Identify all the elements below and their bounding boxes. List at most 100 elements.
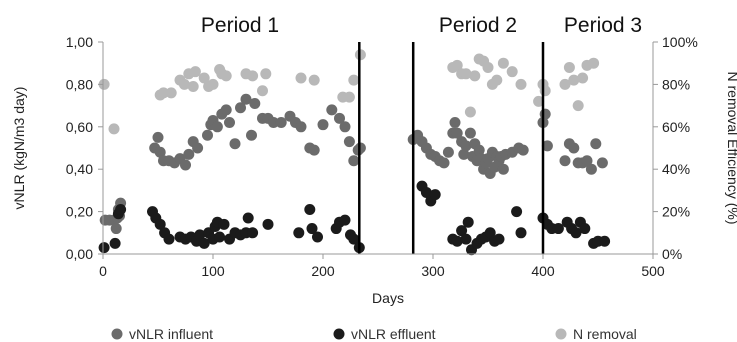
y-left-axis-title: vNLR (kgN/m3 day) [11,87,27,210]
influent-point [451,127,463,139]
data-points [98,49,611,256]
axes: 0,00 0,20 0,40 0,60 0,80 1,00 0% 20% 40% 60% 80% 10… [66,34,698,279]
effluent-point [247,227,259,239]
effluent-point [214,231,226,243]
removal-point [559,78,571,90]
influent-point [275,117,287,129]
influent-point [317,119,329,131]
removal-point [207,78,219,90]
influent-point [211,121,223,133]
effluent-point [163,233,175,245]
removal-point [187,81,199,93]
removal-point [533,95,545,107]
removal-point [577,72,589,84]
effluent-point [484,227,496,239]
influent-point [246,129,257,141]
effluent-point [198,237,210,249]
effluent-point [98,242,110,254]
removal-point [178,78,190,90]
x-tick-label: 300 [421,263,445,279]
influent-point [249,97,261,109]
removal-point [198,72,210,84]
y-left-tick-label: 0,80 [66,76,93,92]
y-right-tick-label: 0% [662,246,682,262]
removal-point [491,74,503,86]
x-tick-label: 0 [99,263,107,279]
influent-point [559,155,571,167]
influent-point [568,142,580,154]
y-right-axis-title: N removal Efficiency (%) [725,71,737,224]
influent-point [152,131,164,143]
x-tick-label: 100 [201,263,225,279]
influent-point [192,142,204,154]
x-tick-label: 400 [531,263,555,279]
removal-point [165,87,177,99]
influent-point [240,93,252,105]
effluent-point [429,189,441,201]
influent-point [473,144,485,156]
effluent-point [262,218,274,230]
removal-point [257,85,268,97]
x-tick-label: 500 [641,263,665,279]
effluent-point [293,227,305,239]
effluent-point [109,237,121,249]
removal-point [108,123,120,135]
effluent-point [312,231,323,243]
influent-point [449,117,461,129]
effluent-point [242,212,254,224]
removal-point [98,78,110,90]
effluent-point [420,187,432,199]
removal-point [563,61,575,73]
legend: vNLR influent vNLR effluent N removal [111,326,637,342]
influent-point [442,146,454,158]
influent-point [224,117,235,129]
influent-point [268,117,279,129]
effluent-point [511,206,523,218]
effluent-point [456,225,468,237]
x-tick-label: 200 [311,263,335,279]
y-left-tick-label: 0,40 [66,161,93,177]
effluent-point [348,233,360,245]
period-1-label: Period 1 [201,14,279,37]
influent-point [541,140,553,152]
effluent-point [306,223,318,235]
y-right-tick-label: 40% [662,161,690,177]
removal-point [295,72,307,84]
removal-point [260,68,272,80]
effluent-point [599,235,611,247]
influent-point [517,144,529,156]
influent-point [308,144,320,156]
influent-point [438,157,450,169]
effluent-point [115,203,127,215]
legend-effluent-label: vNLR effluent [351,326,436,342]
influent-point [585,163,597,175]
period-3-label: Period 3 [564,14,642,37]
effluent-point [462,216,474,228]
influent-point [180,159,191,171]
removal-point [588,57,600,69]
influent-point [110,223,122,235]
influent-point [339,121,351,133]
y-left-tick-label: 1,00 [66,34,93,50]
effluent-point [579,223,591,235]
influent-point [295,121,307,133]
influent-point [334,112,345,124]
influent-point [235,102,246,114]
removal-point [539,85,551,97]
removal-point [451,59,463,71]
removal-point [343,91,355,103]
removal-point [247,70,259,82]
y-right-tick-label: 60% [662,119,690,135]
y-right-tick-label: 100% [662,34,698,50]
y-left-tick-label: 0,00 [66,246,93,262]
influent-point [183,148,195,160]
effluent-point [339,214,351,226]
legend-influent-label: vNLR influent [129,326,213,342]
removal-point [464,106,476,118]
effluent-point [194,229,206,241]
removal-point [515,78,527,90]
y-left-tick-label: 0,60 [66,119,93,135]
influent-point [326,104,338,116]
influent-point [464,127,476,139]
